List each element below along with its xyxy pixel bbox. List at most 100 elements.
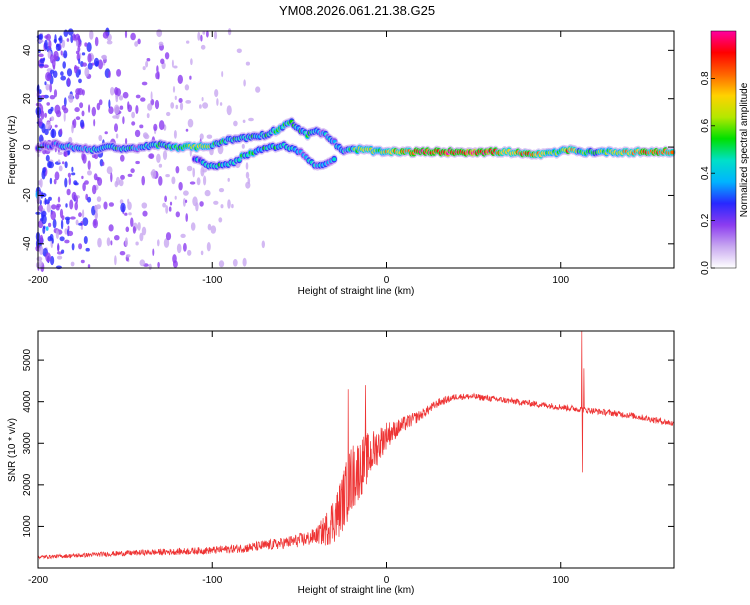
noise-blob <box>156 28 163 38</box>
noise-blob <box>71 172 76 176</box>
noise-blob <box>80 225 84 230</box>
noise-blob <box>125 138 128 145</box>
x-tick-label: -200 <box>28 275 48 286</box>
noise-blob <box>79 102 84 109</box>
noise-blob <box>57 255 63 260</box>
noise-blob <box>35 102 42 107</box>
noise-blob <box>61 249 65 254</box>
noise-blob <box>114 87 119 95</box>
noise-blob <box>196 177 201 186</box>
noise-blob <box>80 259 85 264</box>
noise-blob <box>220 204 224 209</box>
noise-blob <box>68 93 74 103</box>
noise-blob <box>98 59 103 70</box>
noise-blob <box>232 259 238 267</box>
noise-blob <box>142 132 149 139</box>
noise-blob <box>139 124 144 129</box>
noise-blob <box>112 115 118 119</box>
noise-blob <box>218 260 225 268</box>
noise-blob <box>169 201 173 206</box>
noise-blob <box>156 153 161 163</box>
noise-blob <box>199 133 204 140</box>
y-tick-label: 2000 <box>22 473 33 496</box>
noise-blob <box>172 86 176 93</box>
noise-blob <box>39 178 43 188</box>
noise-blob <box>49 177 53 185</box>
noise-blob <box>248 117 254 122</box>
noise-blob <box>118 179 124 187</box>
noise-blob <box>135 241 139 246</box>
noise-blob <box>45 154 50 162</box>
noise-blob <box>141 226 147 236</box>
chart-title: YM08.2026.061.21.38.G25 <box>279 3 435 18</box>
noise-blob <box>61 39 66 49</box>
noise-blob <box>180 233 186 238</box>
noise-blob <box>60 50 63 56</box>
noise-blob <box>64 239 70 244</box>
noise-blob <box>38 204 43 212</box>
noise-blob <box>40 110 45 120</box>
noise-blob <box>242 257 247 267</box>
noise-blob <box>165 205 169 214</box>
noise-blob <box>214 89 219 98</box>
noise-blob <box>39 234 44 244</box>
noise-blob <box>52 218 57 229</box>
noise-blob <box>93 57 100 67</box>
noise-blob <box>50 210 56 221</box>
noise-blob <box>82 153 87 164</box>
noise-blob <box>42 167 46 174</box>
noise-blob <box>115 133 119 139</box>
noise-blob <box>201 97 204 102</box>
noise-blob <box>62 61 66 69</box>
noise-blob <box>60 219 64 230</box>
noise-blob <box>66 38 70 42</box>
noise-blob <box>170 102 175 109</box>
snr-frame <box>37 330 675 569</box>
noise-blob <box>200 250 204 256</box>
noise-blob <box>174 195 177 200</box>
noise-blob <box>157 71 160 80</box>
y-tick-label: 1000 <box>22 515 33 538</box>
noise-blob <box>233 120 238 127</box>
x-tick-label: -200 <box>28 575 48 586</box>
noise-blob <box>200 166 205 177</box>
noise-blob <box>93 119 96 127</box>
noise-blob <box>50 106 54 112</box>
noise-blob <box>206 30 209 38</box>
noise-blob <box>185 100 192 104</box>
noise-blob <box>81 110 85 117</box>
noise-blob <box>127 201 132 211</box>
noise-blob <box>106 166 113 175</box>
noise-blob <box>87 196 92 203</box>
noise-blob <box>48 196 52 201</box>
noise-blob <box>178 98 183 103</box>
noise-blob <box>171 59 174 68</box>
snr-series-line <box>37 330 674 560</box>
noise-blob <box>75 92 80 100</box>
noise-blob <box>37 39 44 43</box>
noise-blob <box>67 150 70 156</box>
noise-blob <box>114 235 120 241</box>
noise-blob <box>53 178 57 185</box>
noise-blob <box>190 222 196 231</box>
noise-blob <box>202 30 206 35</box>
noise-blob <box>141 81 148 86</box>
noise-blob <box>185 213 188 222</box>
noise-blob <box>55 43 61 52</box>
noise-blob <box>91 106 97 117</box>
noise-blob <box>63 97 67 107</box>
noise-blob <box>200 44 206 50</box>
noise-blob <box>124 30 128 39</box>
noise-blob <box>210 225 217 234</box>
noise-blob <box>113 104 120 115</box>
noise-blob <box>175 211 180 218</box>
noise-blob <box>186 165 193 172</box>
snr-y-ticks: 1000 2000 3000 4000 5000 <box>22 349 674 538</box>
noise-blob <box>66 218 70 225</box>
noise-blob <box>106 237 111 247</box>
noise-blob <box>101 55 107 59</box>
spectrogram-y-label: Frequency (Hz) <box>7 116 18 185</box>
noise-blob <box>60 71 64 76</box>
noise-blob <box>45 71 52 82</box>
